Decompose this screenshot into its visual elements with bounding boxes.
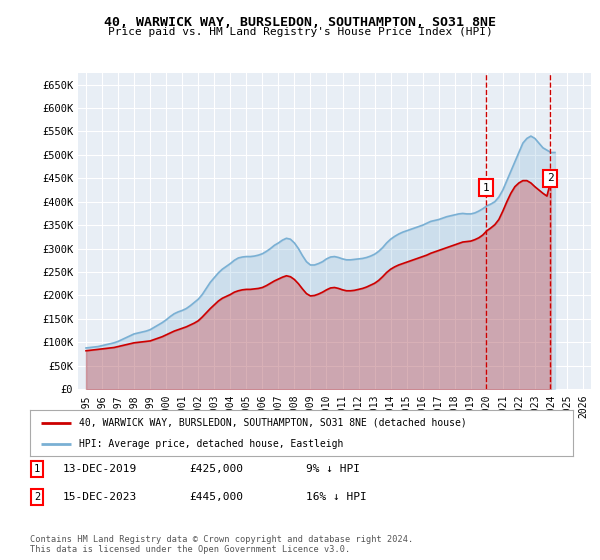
Text: 40, WARWICK WAY, BURSLEDON, SOUTHAMPTON, SO31 8NE (detached house): 40, WARWICK WAY, BURSLEDON, SOUTHAMPTON,… [79,418,467,428]
Text: 2: 2 [547,173,553,183]
Text: Contains HM Land Registry data © Crown copyright and database right 2024.
This d: Contains HM Land Registry data © Crown c… [30,535,413,554]
Text: 1: 1 [482,183,490,193]
Text: 16% ↓ HPI: 16% ↓ HPI [306,492,367,502]
Text: HPI: Average price, detached house, Eastleigh: HPI: Average price, detached house, East… [79,439,343,449]
Text: 13-DEC-2019: 13-DEC-2019 [63,464,137,474]
Text: 9% ↓ HPI: 9% ↓ HPI [306,464,360,474]
Text: £445,000: £445,000 [189,492,243,502]
Text: Price paid vs. HM Land Registry's House Price Index (HPI): Price paid vs. HM Land Registry's House … [107,27,493,37]
Text: 1: 1 [34,464,40,474]
Text: 2: 2 [34,492,40,502]
Text: 15-DEC-2023: 15-DEC-2023 [63,492,137,502]
Text: £425,000: £425,000 [189,464,243,474]
Text: 40, WARWICK WAY, BURSLEDON, SOUTHAMPTON, SO31 8NE: 40, WARWICK WAY, BURSLEDON, SOUTHAMPTON,… [104,16,496,29]
